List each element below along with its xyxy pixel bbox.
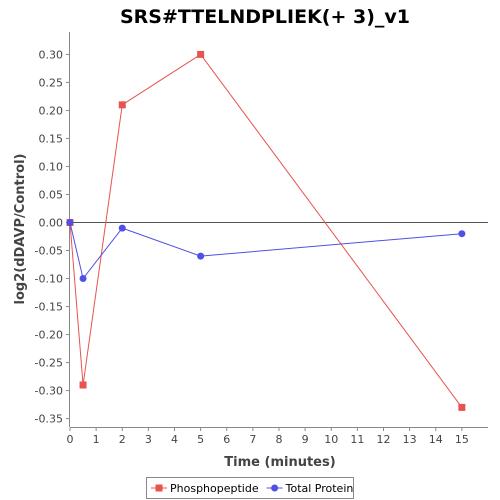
legend-label: Phosphopeptide <box>170 482 259 495</box>
x-tick-label: 13 <box>403 433 417 446</box>
legend-marker-square <box>155 484 163 492</box>
y-tick-label: -0.35 <box>35 413 63 426</box>
data-point-circle <box>197 252 205 260</box>
x-axis: 0 1 2 3 4 5 6 7 8 9 10 11 12 13 14 15 <box>67 427 488 446</box>
y-tick-label: -0.20 <box>35 329 63 342</box>
x-tick-label: 12 <box>377 433 391 446</box>
data-point-circle <box>458 230 466 238</box>
x-tick-label: 10 <box>324 433 338 446</box>
x-tick-label: 3 <box>145 433 152 446</box>
y-tick-label: 0.10 <box>39 160 64 173</box>
y-tick-label: 0.25 <box>39 76 64 89</box>
x-tick-label: 2 <box>119 433 126 446</box>
x-tick-label: 0 <box>67 433 74 446</box>
legend: Phosphopeptide Total Protein <box>146 477 354 499</box>
data-point-square <box>79 381 87 389</box>
y-tick-label: 0.05 <box>39 188 64 201</box>
y-tick-label: -0.25 <box>35 357 63 370</box>
x-tick-label: 1 <box>93 433 100 446</box>
y-tick-label: -0.15 <box>35 301 63 314</box>
x-tick-label: 5 <box>197 433 204 446</box>
legend-label: Total Protein <box>285 482 354 495</box>
y-tick-label: 0.20 <box>39 104 64 117</box>
series-layer <box>66 50 466 411</box>
x-tick-label: 15 <box>455 433 469 446</box>
y-axis: 0.30 0.25 0.20 0.15 0.10 0.05 0.00 -0.05 -0.10 -0… <box>35 32 70 427</box>
x-axis-title: Time (minutes) <box>224 455 335 470</box>
y-tick-label: -0.10 <box>35 273 63 286</box>
x-tick-label: 7 <box>249 433 256 446</box>
y-tick-label: 0.00 <box>39 216 64 229</box>
y-tick-label: -0.05 <box>35 245 63 258</box>
data-point-square <box>197 50 205 58</box>
data-point-circle <box>118 224 126 232</box>
plot-area <box>70 32 488 427</box>
chart-title: SRS#TTELNDPLIEK(+ 3)_v1 <box>120 6 410 28</box>
y-tick-label: -0.30 <box>35 385 63 398</box>
data-point-square <box>118 101 126 109</box>
data-point-square <box>458 403 466 411</box>
y-axis-title: log2(dDAVP/Control) <box>13 154 28 305</box>
data-point-circle <box>79 275 87 283</box>
x-tick-label: 9 <box>302 433 309 446</box>
y-tick-label: 0.30 <box>39 48 64 61</box>
legend-marker-circle <box>271 484 279 492</box>
x-tick-label: 14 <box>429 433 443 446</box>
y-tick-label: 0.15 <box>39 132 64 145</box>
x-tick-label: 11 <box>350 433 364 446</box>
legend-box <box>146 477 354 499</box>
x-tick-label: 6 <box>223 433 230 446</box>
x-tick-label: 8 <box>276 433 283 446</box>
x-tick-label: 4 <box>171 433 178 446</box>
data-point-circle <box>66 218 74 226</box>
